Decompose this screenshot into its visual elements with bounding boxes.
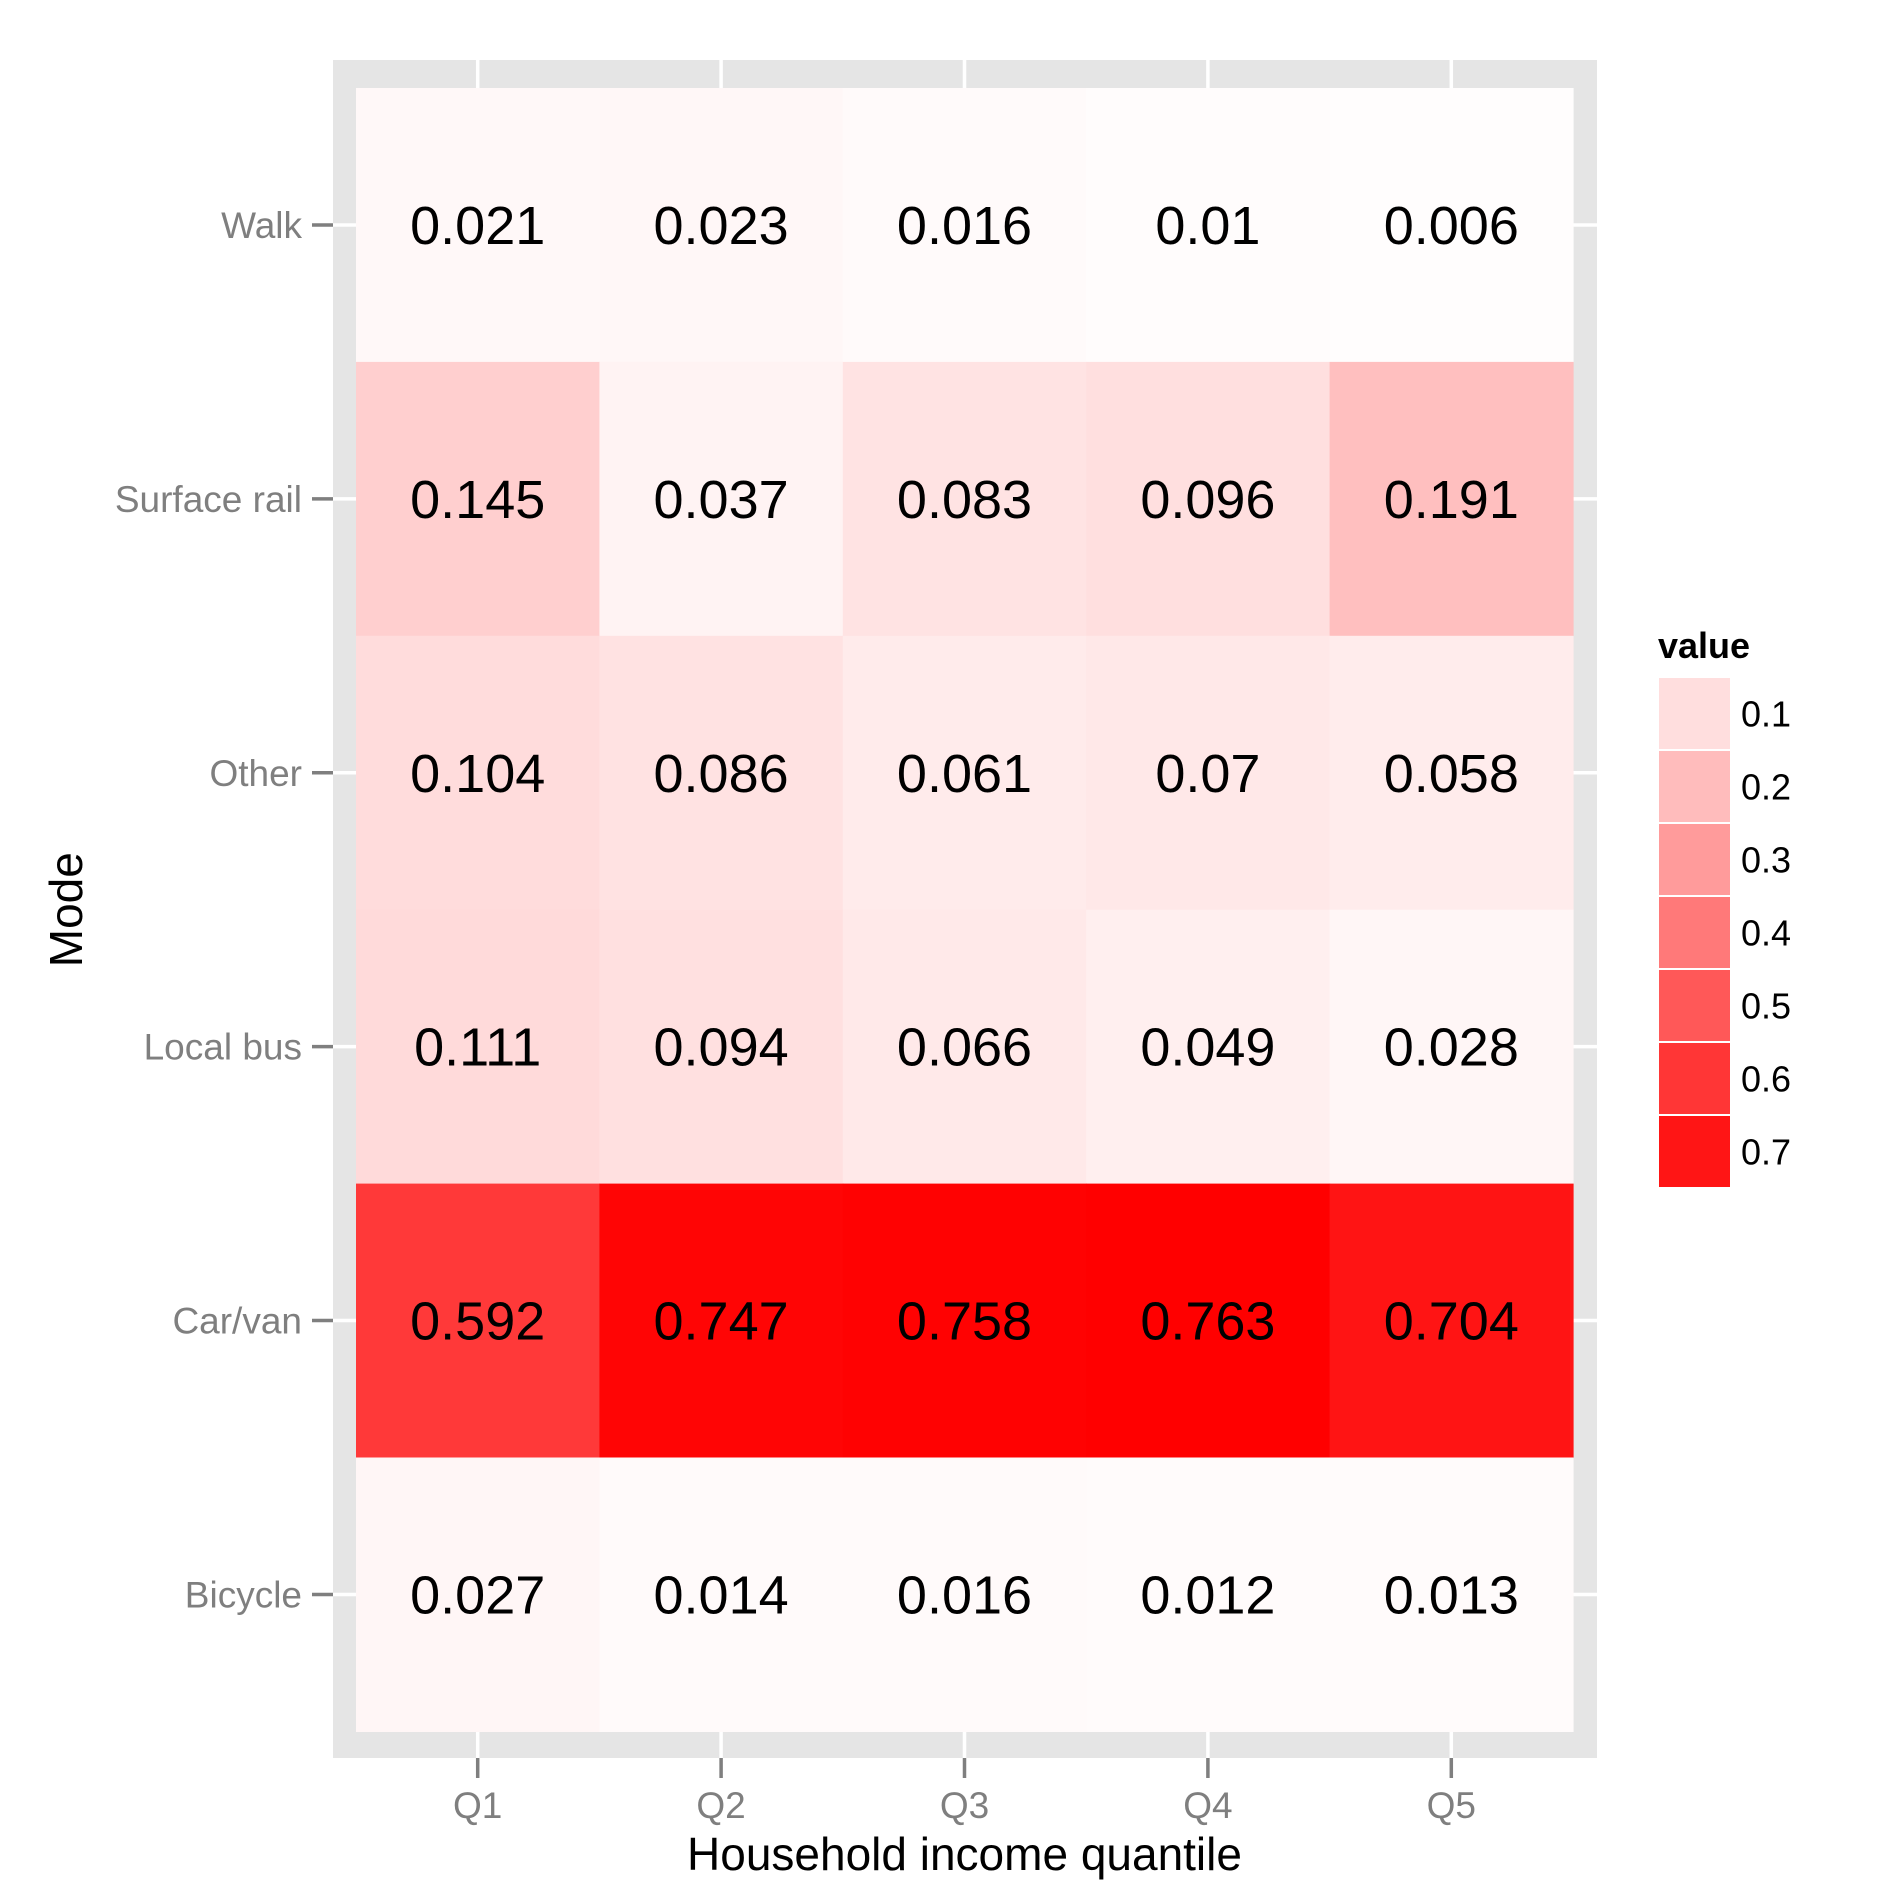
legend-color-key — [1657, 968, 1732, 1043]
cell-value-label: 0.013 — [1384, 1565, 1519, 1625]
cell-value-label: 0.027 — [410, 1565, 545, 1625]
cell-value-label: 0.086 — [654, 744, 789, 804]
legend-label: 0.6 — [1741, 1059, 1791, 1100]
heatmap-cell — [1086, 909, 1331, 1185]
heatmap-cell — [1329, 1457, 1574, 1732]
cell-value-label: 0.058 — [1384, 744, 1519, 804]
heatmap-cell — [1086, 1457, 1331, 1732]
heatmap-cell — [356, 88, 600, 363]
cell-value-label: 0.758 — [897, 1292, 1032, 1352]
heatmap-cell — [1086, 1183, 1331, 1459]
heatmap-cell — [356, 1457, 600, 1732]
legend-color-key — [1657, 676, 1732, 751]
legend-color-key — [1657, 1041, 1732, 1116]
cell-value-label: 0.096 — [1140, 470, 1275, 530]
heatmap-cell — [842, 909, 1087, 1185]
y-tick-label: Bicycle — [185, 1574, 302, 1615]
x-axis-title: Household income quantile — [687, 1828, 1242, 1880]
cell-value-label: 0.028 — [1384, 1018, 1519, 1078]
cell-value-label: 0.066 — [897, 1018, 1032, 1078]
cell-value-label: 0.016 — [897, 1565, 1032, 1625]
y-tick-label: Car/van — [172, 1301, 302, 1342]
cell-value-label: 0.023 — [654, 196, 789, 256]
heatmap-cell — [842, 88, 1087, 363]
heatmap-cell — [599, 361, 844, 637]
heatmap-cell — [1329, 361, 1574, 637]
heatmap-cell — [842, 361, 1087, 637]
heatmap-cell — [599, 1183, 844, 1459]
y-axis-title: Mode — [40, 852, 92, 967]
legend-color-key — [1657, 1114, 1732, 1189]
cell-value-label: 0.014 — [654, 1565, 789, 1625]
heatmap-cell — [356, 909, 600, 1185]
cell-value-label: 0.012 — [1140, 1565, 1275, 1625]
heatmap-cell — [1086, 361, 1331, 637]
x-tick-label: Q3 — [940, 1785, 989, 1826]
legend-color-key — [1657, 822, 1732, 897]
legend-color-key — [1657, 895, 1732, 970]
cell-value-label: 0.145 — [410, 470, 545, 530]
legend-color-key — [1657, 749, 1732, 824]
heatmap-cell — [356, 1183, 600, 1459]
heatmap-cell — [599, 635, 844, 911]
cell-value-label: 0.747 — [654, 1292, 789, 1352]
heatmap-cell — [599, 1457, 844, 1732]
legend-title: value — [1658, 625, 1750, 666]
cell-value-label: 0.104 — [410, 744, 545, 804]
heatmap-cell — [842, 1183, 1087, 1459]
legend-label: 0.7 — [1741, 1132, 1791, 1173]
legend-label: 0.2 — [1741, 767, 1791, 808]
cell-value-label: 0.094 — [654, 1018, 789, 1078]
cell-value-label: 0.01 — [1155, 196, 1260, 256]
x-tick-label: Q5 — [1427, 1785, 1476, 1826]
heatmap-cell — [1329, 1183, 1574, 1459]
x-tick-label: Q1 — [453, 1785, 502, 1826]
heatmap-cell — [1329, 88, 1574, 363]
heatmap-cell — [842, 635, 1087, 911]
y-axis: Walk Surface rail Other Local bus Car/van Bic… — [115, 205, 333, 1615]
heatmap-cell — [1086, 635, 1331, 911]
x-tick-label: Q4 — [1183, 1785, 1232, 1826]
heatmap-cell — [356, 635, 600, 911]
cell-value-labels: 0.021 0.023 0.016 0.01 0.006 0.145 0.037 0.083 0… — [410, 196, 1519, 1625]
cell-value-label: 0.006 — [1384, 196, 1519, 256]
y-tick-label: Other — [209, 753, 302, 794]
heatmap-cell — [1329, 909, 1574, 1185]
cell-value-label: 0.763 — [1140, 1292, 1275, 1352]
cell-value-label: 0.191 — [1384, 470, 1519, 530]
cell-value-label: 0.021 — [410, 196, 545, 256]
heatmap-cell — [599, 909, 844, 1185]
cell-value-label: 0.049 — [1140, 1018, 1275, 1078]
cell-value-label: 0.111 — [414, 1018, 541, 1078]
legend-label: 0.5 — [1741, 986, 1791, 1027]
x-axis: Q1 Q2 Q3 Q4 Q5 — [453, 1758, 1476, 1826]
cell-value-label: 0.07 — [1155, 744, 1260, 804]
cell-value-label: 0.061 — [897, 744, 1032, 804]
cell-value-label: 0.083 — [897, 470, 1032, 530]
heatmap-cell — [356, 361, 600, 637]
heatmap-cell — [599, 88, 844, 363]
heatmap-cell — [842, 1457, 1087, 1732]
legend-label: 0.1 — [1741, 694, 1791, 735]
y-tick-label: Local bus — [144, 1027, 302, 1068]
heatmap-cell — [1086, 88, 1331, 363]
y-tick-label: Surface rail — [115, 479, 302, 520]
cell-value-label: 0.704 — [1384, 1292, 1519, 1352]
heatmap-cells — [356, 88, 1574, 1732]
legend: value 0.1 0.2 0.3 0.4 0.5 0.6 0.7 — [1657, 625, 1791, 1189]
x-tick-label: Q2 — [696, 1785, 745, 1826]
legend-label: 0.3 — [1741, 840, 1791, 881]
heatmap-cell — [1329, 635, 1574, 911]
cell-value-label: 0.016 — [897, 196, 1032, 256]
y-tick-label: Walk — [221, 205, 302, 246]
cell-value-label: 0.037 — [654, 470, 789, 530]
legend-label: 0.4 — [1741, 913, 1791, 954]
cell-value-label: 0.592 — [410, 1292, 545, 1352]
